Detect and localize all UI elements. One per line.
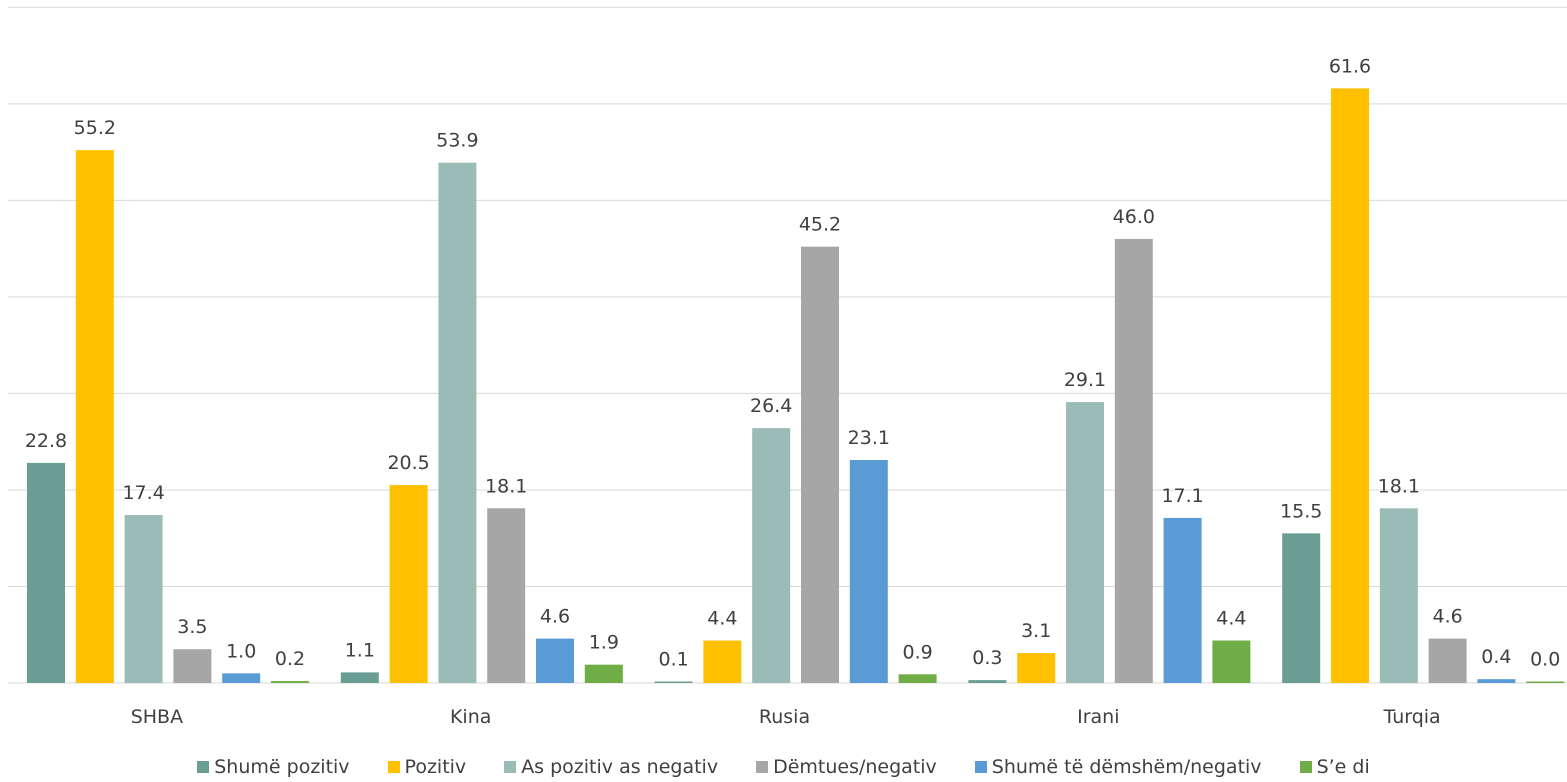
bar [898, 674, 937, 683]
bar [487, 508, 526, 683]
data-label: 0.0 [1530, 649, 1560, 671]
data-label: 1.0 [226, 640, 256, 662]
data-label: 61.6 [1329, 55, 1371, 77]
category-tick-label: Kina [450, 706, 491, 728]
data-label: 18.1 [1378, 475, 1420, 497]
bar [271, 681, 309, 683]
data-label: 17.4 [122, 482, 164, 504]
data-label: 26.4 [750, 395, 792, 417]
data-label: 53.9 [436, 130, 478, 152]
bar [1379, 508, 1418, 683]
legend-item: Shumë të dëmshëm/negativ [974, 756, 1262, 778]
data-label: 45.2 [799, 214, 841, 236]
legend-swatch [387, 761, 400, 773]
bar [438, 162, 477, 683]
data-label: 0.9 [902, 641, 932, 663]
data-label: 1.1 [345, 639, 375, 661]
data-label: 0.3 [972, 647, 1002, 669]
data-label: 0.4 [1481, 646, 1511, 668]
bar [1477, 679, 1516, 683]
data-label: 55.2 [74, 117, 116, 139]
data-label: 4.6 [1432, 606, 1462, 628]
legend-label: Pozitiv [404, 756, 467, 778]
category-tick-labels: SHBA Kina Rusia Irani Turqia [131, 706, 1441, 728]
legend-swatch [756, 761, 769, 773]
bar [1282, 533, 1321, 683]
bars [27, 88, 1565, 684]
bar [1331, 88, 1369, 684]
bar [584, 664, 623, 683]
data-label: 4.4 [1216, 608, 1246, 630]
bar [75, 150, 114, 683]
bar [849, 460, 888, 683]
data-label: 22.8 [25, 430, 67, 452]
data-label: 46.0 [1113, 206, 1155, 228]
legend-swatch [197, 761, 210, 773]
legend-label: As pozitiv as negativ [521, 756, 719, 778]
data-label: 1.9 [589, 632, 619, 654]
category-tick-label: Irani [1077, 706, 1119, 728]
bar [173, 649, 212, 683]
data-label: 15.5 [1280, 500, 1322, 522]
data-label: 29.1 [1064, 369, 1106, 391]
legend-label: Dëmtues/negativ [773, 756, 937, 778]
data-label: 0.1 [658, 649, 688, 671]
bar [801, 246, 839, 684]
data-label: 4.4 [707, 608, 737, 630]
bar [124, 515, 163, 683]
legend-label: Shumë të dëmshëm/negativ [991, 756, 1262, 778]
legend-swatch [1299, 761, 1312, 773]
bar [1114, 238, 1153, 683]
data-label: 20.5 [387, 452, 429, 474]
bar [968, 680, 1007, 683]
data-labels: 22.8 55.2 17.4 3.5 1.0 0.2 1.1 20.5 53.9 18.1 4.6 1… [25, 55, 1560, 670]
category-tick-label: SHBA [131, 706, 183, 728]
data-label: 17.1 [1161, 485, 1203, 507]
bar [1212, 640, 1251, 683]
category-tick-label: Rusia [759, 706, 810, 728]
bar [1526, 681, 1565, 683]
bar [222, 673, 261, 683]
bar [389, 485, 428, 683]
legend-item: Pozitiv [387, 756, 467, 778]
bar [1066, 402, 1104, 683]
bar [752, 428, 791, 683]
legend: Shumë pozitiv Pozitiv As pozitiv as negati… [0, 754, 1567, 780]
legend-item: Shumë pozitiv [197, 756, 350, 778]
bar [1017, 653, 1056, 683]
legend-swatch [974, 761, 987, 773]
legend-label: S’e di [1316, 756, 1370, 778]
bar [27, 462, 65, 683]
bar [1163, 517, 1202, 683]
bar [340, 672, 379, 683]
data-label: 4.6 [540, 606, 570, 628]
legend-item: S’e di [1299, 756, 1370, 778]
gridlines [8, 6, 1567, 684]
bar [654, 681, 693, 683]
legend-label: Shumë pozitiv [214, 756, 350, 778]
data-label: 23.1 [848, 427, 890, 449]
data-label: 3.5 [177, 616, 207, 638]
bar [703, 640, 742, 683]
legend-item: As pozitiv as negativ [504, 756, 718, 778]
legend-item: Dëmtues/negativ [756, 756, 937, 778]
data-label: 0.2 [275, 648, 305, 670]
bar [1428, 638, 1467, 683]
category-tick-label: Turqia [1382, 706, 1440, 728]
legend-swatch [504, 761, 517, 773]
data-label: 3.1 [1021, 620, 1051, 642]
data-label: 18.1 [485, 475, 527, 497]
bar [536, 638, 574, 683]
